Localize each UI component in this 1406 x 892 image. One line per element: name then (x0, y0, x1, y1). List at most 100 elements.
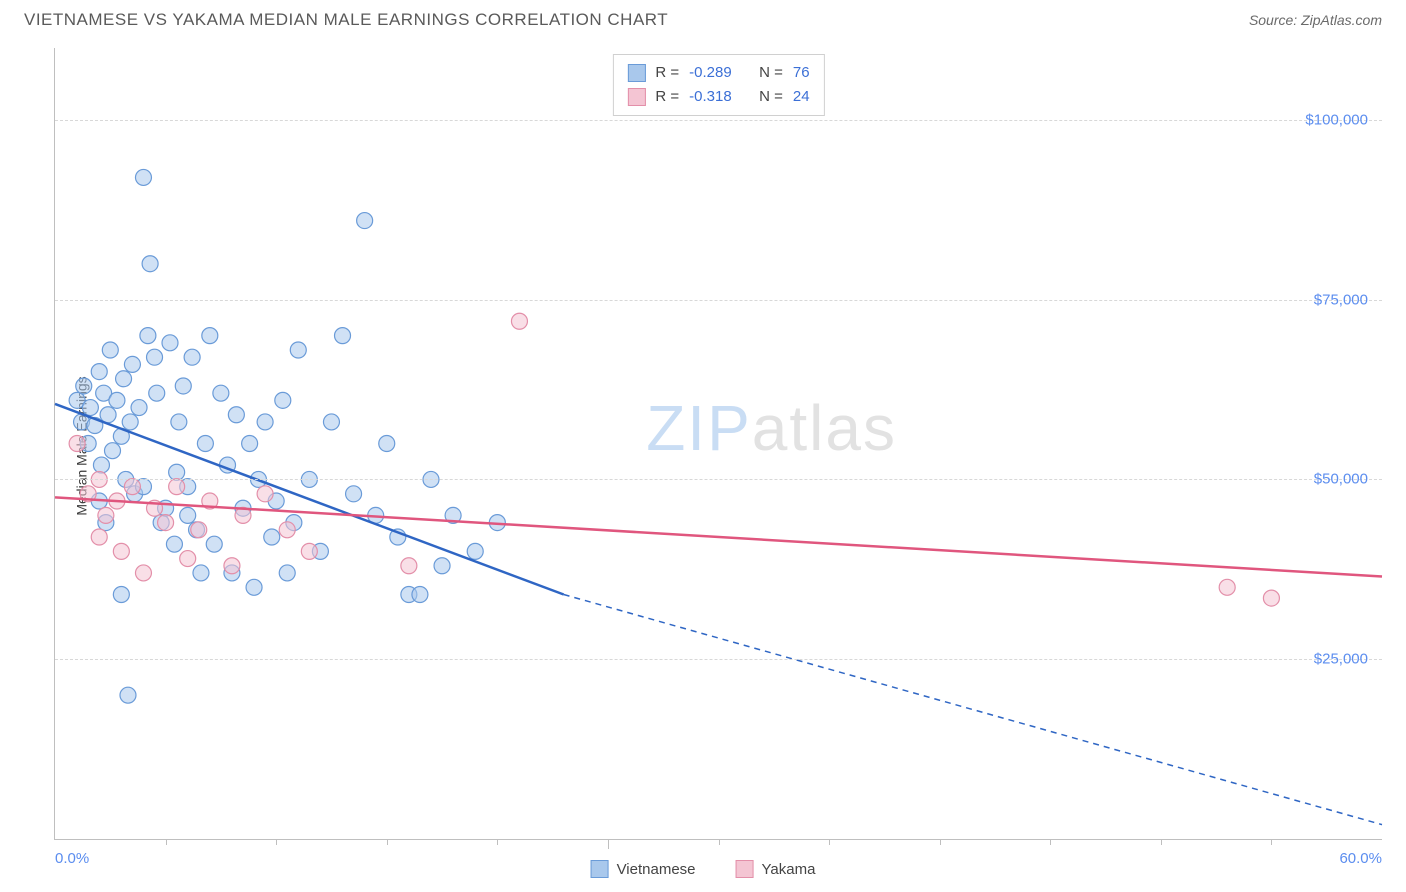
scatter-point (113, 587, 129, 603)
x-tick-major (608, 839, 609, 849)
scatter-point (412, 587, 428, 603)
scatter-point (379, 436, 395, 452)
regression-line-dashed (564, 595, 1382, 825)
stats-r-label: R = (655, 61, 679, 85)
scatter-point (1263, 590, 1279, 606)
scatter-point (213, 385, 229, 401)
scatter-point (82, 400, 98, 416)
scatter-point (242, 436, 258, 452)
scatter-point (142, 256, 158, 272)
y-tick-label: $50,000 (1314, 471, 1368, 488)
chart-title: VIETNAMESE VS YAKAMA MEDIAN MALE EARNING… (24, 10, 668, 30)
chart-source: Source: ZipAtlas.com (1249, 12, 1382, 28)
x-tick (497, 839, 498, 845)
scatter-point (91, 364, 107, 380)
scatter-point (124, 479, 140, 495)
stats-row: R = -0.289 N = 76 (627, 61, 809, 85)
scatter-point (180, 551, 196, 567)
scatter-point (257, 414, 273, 430)
x-tick (387, 839, 388, 845)
x-tick (719, 839, 720, 845)
legend-label-vietnamese: Vietnamese (617, 861, 696, 878)
chart-area: ZIPatlas R =-0.289N =76R =-0.318N =24 $2… (54, 48, 1382, 840)
x-tick (940, 839, 941, 845)
stats-swatch (627, 64, 645, 82)
stats-n-value: 76 (793, 61, 810, 85)
scatter-point (246, 579, 262, 595)
scatter-point (323, 414, 339, 430)
scatter-point (193, 565, 209, 581)
x-tick (1050, 839, 1051, 845)
scatter-point (180, 507, 196, 523)
legend: Vietnamese Yakama (591, 860, 816, 878)
scatter-point (135, 565, 151, 581)
x-tick (276, 839, 277, 845)
scatter-point (301, 543, 317, 559)
scatter-point (147, 349, 163, 365)
scatter-point (109, 392, 125, 408)
legend-swatch-yakama (736, 860, 754, 878)
scatter-point (69, 436, 85, 452)
y-tick-label: $100,000 (1305, 111, 1368, 128)
gridline-h (55, 120, 1382, 121)
scatter-point (191, 522, 207, 538)
stats-row: R = -0.318 N = 24 (627, 85, 809, 109)
scatter-point (346, 486, 362, 502)
scatter-point (169, 479, 185, 495)
scatter-point (467, 543, 483, 559)
scatter-point (131, 400, 147, 416)
scatter-point (184, 349, 200, 365)
scatter-point (401, 558, 417, 574)
scatter-point (102, 342, 118, 358)
scatter-point (93, 457, 109, 473)
scatter-point (162, 335, 178, 351)
scatter-point (120, 687, 136, 703)
scatter-point (169, 464, 185, 480)
scatter-point (206, 536, 222, 552)
legend-item-vietnamese: Vietnamese (591, 860, 696, 878)
stats-n-label: N = (759, 61, 783, 85)
stats-swatch (627, 88, 645, 106)
y-tick-label: $75,000 (1314, 291, 1368, 308)
x-tick (166, 839, 167, 845)
x-tick (829, 839, 830, 845)
x-tick (1161, 839, 1162, 845)
stats-r-label: R = (655, 85, 679, 109)
gridline-h (55, 659, 1382, 660)
legend-item-yakama: Yakama (736, 860, 816, 878)
scatter-point (279, 565, 295, 581)
scatter-point (279, 522, 295, 538)
stats-n-value: 24 (793, 85, 810, 109)
gridline-h (55, 300, 1382, 301)
scatter-point (171, 414, 187, 430)
scatter-point (197, 436, 213, 452)
stats-r-value: -0.289 (689, 61, 749, 85)
regression-line (55, 497, 1382, 576)
scatter-point (202, 328, 218, 344)
scatter-point (100, 407, 116, 423)
legend-label-yakama: Yakama (762, 861, 816, 878)
scatter-point (140, 328, 156, 344)
stats-box: R = -0.289 N = 76 R = -0.318 N = 24 (612, 54, 824, 116)
scatter-point (257, 486, 273, 502)
scatter-point (149, 385, 165, 401)
scatter-point (290, 342, 306, 358)
scatter-point (228, 407, 244, 423)
stats-n-label: N = (759, 85, 783, 109)
scatter-point (158, 515, 174, 531)
x-tick-label: 60.0% (1339, 850, 1382, 867)
scatter-point (175, 378, 191, 394)
scatter-point (98, 507, 114, 523)
x-tick (1271, 839, 1272, 845)
scatter-point (116, 371, 132, 387)
scatter-point (76, 378, 92, 394)
y-tick-label: $25,000 (1314, 651, 1368, 668)
scatter-point (511, 313, 527, 329)
stats-r-value: -0.318 (689, 85, 749, 109)
scatter-point (224, 558, 240, 574)
scatter-point (1219, 579, 1235, 595)
scatter-point (113, 543, 129, 559)
gridline-h (55, 479, 1382, 480)
scatter-point (105, 443, 121, 459)
scatter-point (166, 536, 182, 552)
